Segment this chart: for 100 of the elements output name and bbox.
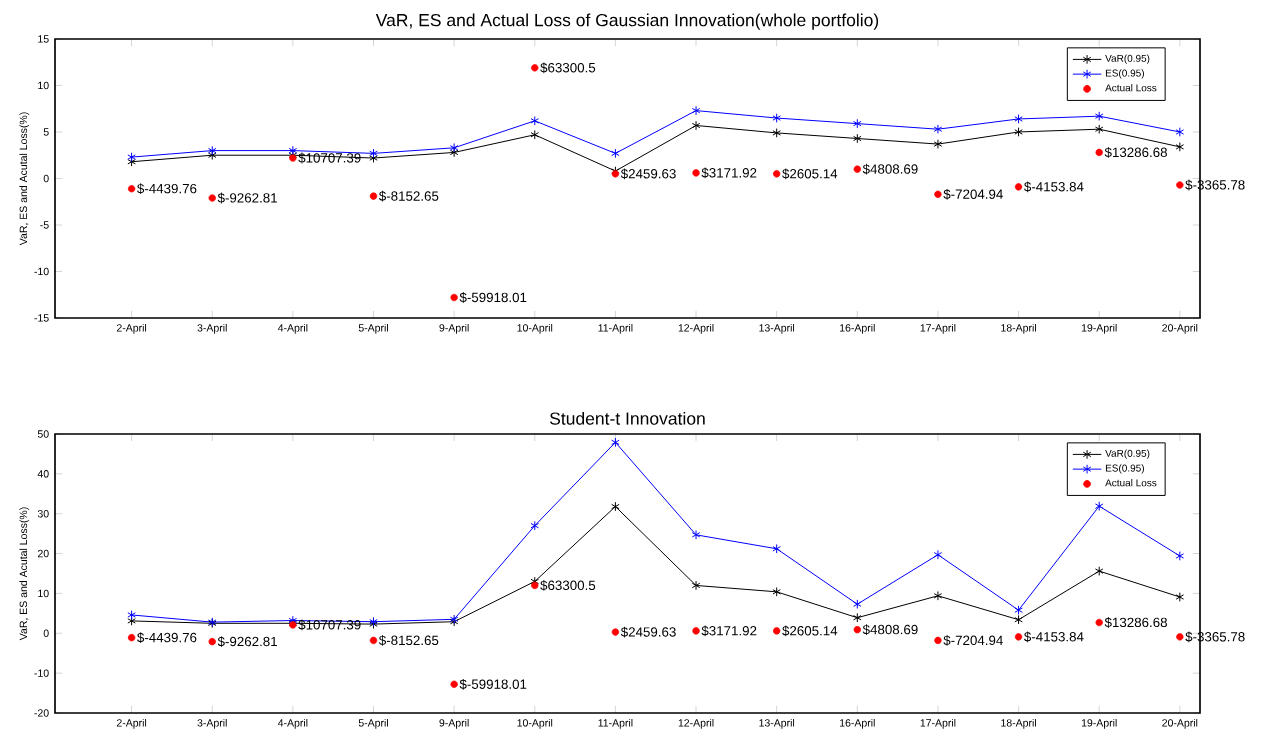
x-tick-label: 11-April <box>598 718 633 729</box>
point <box>127 633 136 642</box>
point <box>691 530 701 540</box>
x-tick-label: 3-April <box>197 323 227 334</box>
x-tick-label: 16-April <box>840 718 875 729</box>
chart-title: VaR, ES and Actual Loss of Gaussian Innovation(whole portfolio) <box>375 13 879 30</box>
annotation: $13286.68 <box>1104 617 1167 628</box>
annotation: $-9262.81 <box>217 636 277 648</box>
annotation: $-59918.01 <box>459 678 527 690</box>
point <box>1094 566 1104 576</box>
point <box>530 115 540 126</box>
point <box>531 64 539 72</box>
point <box>773 627 781 635</box>
y-tick-label: 20 <box>37 549 49 558</box>
point <box>1014 614 1023 625</box>
x-tick-label: 5-April <box>358 718 388 729</box>
point <box>1176 181 1184 189</box>
point <box>1014 114 1023 124</box>
point <box>772 128 781 138</box>
y-tick-label: -10 <box>34 267 49 276</box>
annotation: $-7204.94 <box>943 188 1003 200</box>
point <box>691 580 701 591</box>
point <box>853 612 862 623</box>
point <box>933 124 943 135</box>
x-tick-label: 3-April <box>197 718 227 729</box>
annotation: $-4439.76 <box>137 183 197 195</box>
x-tick-label: 19-April <box>1081 323 1117 334</box>
point <box>933 139 943 149</box>
annotation: $2605.14 <box>782 168 838 180</box>
annotation: $-4439.76 <box>137 632 197 644</box>
point <box>369 148 378 159</box>
point <box>934 636 942 645</box>
point <box>530 129 540 140</box>
x-tick-label: 17-April <box>920 718 956 729</box>
y-tick-label: 30 <box>37 509 49 518</box>
point <box>1094 501 1104 511</box>
point <box>1175 127 1185 137</box>
x-tick-label: 20-April <box>1162 718 1198 729</box>
point <box>1175 551 1185 561</box>
annotation: $-8152.65 <box>378 635 439 646</box>
x-tick-label: 17-April <box>920 323 956 334</box>
annotation: $63300.5 <box>540 580 596 591</box>
x-tick-label: 5-April <box>358 323 388 334</box>
x-tick-label: 10-April <box>517 323 553 334</box>
y-tick-label: 10 <box>38 81 49 90</box>
point <box>450 293 458 302</box>
chart-title: Student-t Innovation <box>549 411 705 425</box>
legend-label: Actual Loss <box>1105 83 1157 92</box>
point <box>611 501 620 512</box>
x-tick-label: 13-April <box>759 718 795 729</box>
point <box>450 680 458 688</box>
point <box>208 637 216 646</box>
point <box>691 105 701 116</box>
point <box>611 170 620 178</box>
point <box>691 120 701 131</box>
legend-label: Actual Loss <box>1105 479 1157 487</box>
annotation: $2459.63 <box>620 626 676 638</box>
x-tick-label: 2-April <box>116 323 147 334</box>
y-tick-label: 15 <box>38 35 49 43</box>
point <box>1094 124 1104 135</box>
y-axis-title: VaR, ES and Acutal Loss(%) <box>19 507 30 641</box>
x-tick-label: 18-April <box>1001 718 1036 729</box>
point <box>127 616 136 626</box>
x-tick-label: 2-April <box>116 718 147 729</box>
x-tick-label: 19-April <box>1081 718 1117 729</box>
x-tick-label: 12-April <box>678 323 714 334</box>
point <box>449 142 459 153</box>
point <box>933 590 943 601</box>
point <box>773 170 781 178</box>
y-tick-label: -15 <box>34 314 49 322</box>
y-axis-title: VaR, ES and Acutal Loss(%) <box>19 112 30 246</box>
point <box>1176 633 1184 641</box>
point <box>611 148 620 159</box>
point <box>1014 605 1023 615</box>
point <box>853 118 862 129</box>
y-tick-label: -5 <box>40 221 49 229</box>
annotation: $4808.69 <box>862 163 918 175</box>
point <box>611 437 620 448</box>
y-tick-label: -10 <box>34 669 49 677</box>
point <box>1014 183 1023 191</box>
point <box>127 610 136 620</box>
y-tick-label: -20 <box>34 709 49 717</box>
point <box>369 192 378 200</box>
annotation: $-4153.84 <box>1024 181 1084 193</box>
point <box>207 150 217 161</box>
point <box>208 194 216 202</box>
annotation: $-8152.65 <box>378 190 439 202</box>
point <box>207 145 217 156</box>
x-tick-label: 9-April <box>439 323 469 334</box>
point <box>853 626 861 634</box>
x-tick-label: 16-April <box>840 323 875 334</box>
point <box>1014 633 1023 641</box>
point <box>1095 148 1103 157</box>
y-tick-label: 50 <box>37 430 49 438</box>
x-tick-label: 10-April <box>517 718 553 729</box>
legend-label: ES(0.95) <box>1105 69 1144 79</box>
y-tick-label: 0 <box>43 174 49 183</box>
point <box>1175 592 1185 602</box>
point <box>1175 142 1185 152</box>
annotation: $63300.5 <box>540 62 596 74</box>
